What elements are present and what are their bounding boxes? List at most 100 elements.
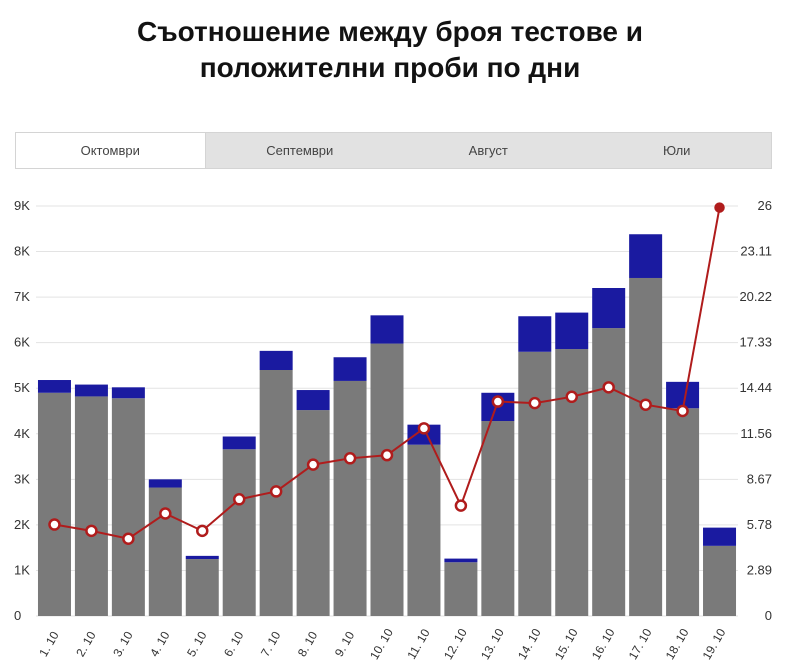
chart-title-line-1: Съотношение между броя тестове и — [137, 16, 643, 47]
y-left-tick-label: 3K — [14, 471, 30, 486]
tab-october[interactable]: Октомври — [16, 133, 206, 168]
bar-segment-base — [444, 562, 478, 616]
chart-title-line-2: положителни проби по дни — [199, 52, 581, 83]
bar-segment-top — [74, 384, 108, 397]
bar-segment-top — [37, 380, 71, 393]
tab-september[interactable]: Септември — [266, 143, 334, 158]
x-tick-label: 5. 10 — [184, 629, 210, 659]
x-tick-label: 11. 10 — [404, 626, 433, 661]
line-point — [122, 532, 135, 545]
bar-segment-top — [555, 312, 589, 350]
x-tick-label: 3. 10 — [110, 629, 136, 659]
y-left-tick-label: 0 — [14, 608, 21, 623]
bar-segment-top — [666, 381, 700, 409]
y-left-tick-label: 8K — [14, 244, 30, 259]
chart-title: Съотношение между броя тестове и положит… — [0, 14, 780, 86]
line-point — [454, 499, 468, 512]
x-tick-label: 10. 10 — [367, 626, 396, 662]
line-point — [417, 422, 431, 435]
y-left-tick-label: 9K — [14, 198, 30, 213]
x-tick-label: 2. 10 — [73, 629, 99, 659]
line-point — [196, 524, 209, 538]
y-right-tick-label: 5.78 — [747, 517, 772, 532]
line-point — [85, 524, 98, 538]
bar-segment-base — [370, 343, 404, 616]
bar-segment-base — [333, 380, 367, 616]
line-point — [48, 518, 61, 531]
bar-segment-top — [444, 558, 478, 563]
line-point — [714, 202, 725, 213]
y-right-tick-label: 26 — [758, 198, 772, 213]
x-tick-label: 12. 10 — [441, 626, 470, 662]
bar-segment-base — [296, 410, 330, 616]
y-right-tick-label: 2.89 — [747, 562, 772, 577]
line-point — [159, 507, 172, 520]
x-tick-label: 17. 10 — [626, 626, 655, 662]
bar-segment-top — [333, 357, 367, 381]
line-point — [232, 493, 246, 506]
bar-segment-base — [518, 351, 552, 616]
y-right-tick-label: 20.22 — [739, 289, 772, 304]
x-tick-label: 7. 10 — [258, 629, 284, 659]
y-right-tick-label: 17.33 — [739, 335, 772, 350]
line-point — [306, 458, 320, 471]
line-point — [676, 404, 689, 418]
x-tick-label: 6. 10 — [221, 629, 247, 659]
y-left-tick-label: 1K — [14, 562, 30, 577]
y-right-tick-label: 0 — [765, 608, 772, 623]
y-right-tick-label: 23.11 — [740, 244, 772, 259]
bar-segment-top — [222, 436, 256, 450]
y-left-tick-label: 7K — [14, 289, 30, 304]
y-right-tick-label: 11.56 — [740, 426, 772, 441]
bar-segment-base — [185, 559, 219, 616]
y-right-tick-label: 14.44 — [739, 380, 772, 395]
bar-segment-top — [629, 234, 663, 278]
x-tick-label: 9. 10 — [332, 629, 358, 659]
line-point — [639, 398, 652, 411]
line-point — [528, 396, 542, 410]
line-point — [602, 381, 615, 394]
y-left-tick-label: 2K — [14, 517, 30, 532]
bar-segment-top — [703, 527, 737, 546]
x-tick-label: 14. 10 — [515, 626, 544, 662]
x-tick-label: 19. 10 — [700, 626, 729, 662]
y-right-tick-label: 8.67 — [747, 471, 772, 486]
bar-segment-base — [481, 421, 515, 616]
line-point — [491, 395, 505, 408]
bar-segment-top — [518, 316, 552, 352]
y-left-tick-label: 5K — [14, 380, 30, 395]
bar-segment-top — [259, 350, 293, 370]
bar-segment-base — [555, 349, 589, 616]
bar-segment-top — [111, 387, 145, 399]
tab-july[interactable]: Юли — [663, 143, 691, 158]
x-tick-label: 18. 10 — [663, 626, 692, 662]
tab-august[interactable]: Август — [468, 143, 508, 158]
bar-segment-top — [407, 424, 441, 445]
x-tick-label: 4. 10 — [147, 629, 173, 659]
y-left-tick-label: 6K — [14, 335, 30, 350]
x-tick-label: 16. 10 — [589, 626, 618, 662]
bar-segment-base — [148, 487, 182, 616]
bar-segment-base — [666, 408, 700, 616]
bar-segment-top — [296, 390, 330, 411]
month-tabs: Октомври Септември Август Юли — [15, 132, 772, 169]
bar-segment-top — [148, 479, 182, 488]
bar-segment-base — [37, 392, 71, 616]
bar-segment-base — [703, 545, 737, 616]
bar-segment-top — [592, 288, 626, 329]
bar-segment-top — [370, 315, 404, 344]
y-left-tick-label: 4K — [14, 426, 30, 441]
bar-segment-base — [407, 444, 441, 616]
bar-segment-base — [74, 396, 108, 616]
bar-segment-top — [185, 555, 219, 560]
x-tick-label: 15. 10 — [552, 626, 581, 662]
x-tick-label: 1. 10 — [36, 629, 62, 659]
line-point — [269, 485, 283, 498]
line-point — [565, 390, 578, 404]
line-point — [380, 448, 394, 462]
x-tick-label: 13. 10 — [478, 626, 507, 662]
bar-segment-base — [222, 449, 256, 616]
bar-segment-base — [592, 328, 626, 616]
line-point — [343, 452, 357, 465]
